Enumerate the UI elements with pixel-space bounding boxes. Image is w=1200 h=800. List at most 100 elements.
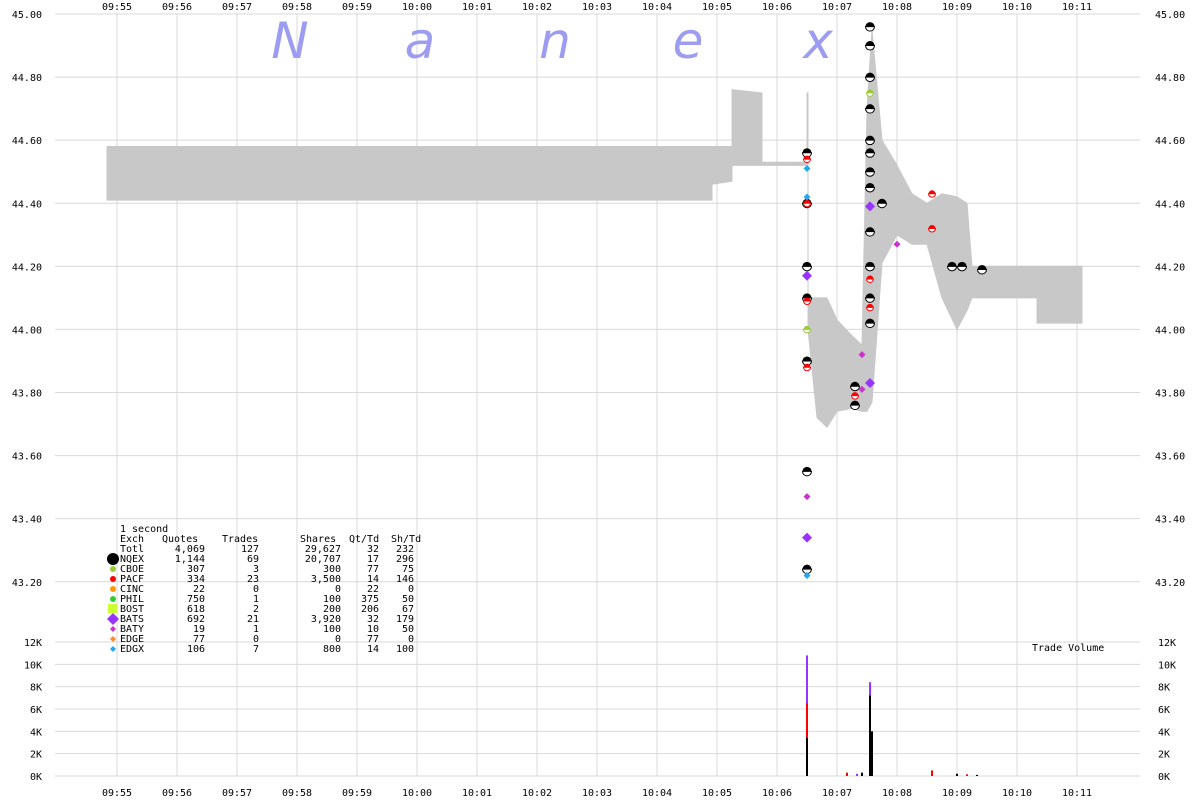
- price-tick-label-left: 44.60: [12, 136, 42, 147]
- price-tick-label-left: 44.40: [12, 199, 42, 210]
- table-sh-td: 50: [402, 594, 414, 605]
- table-trades: 3: [253, 564, 259, 575]
- table-exch: BATY: [120, 624, 144, 635]
- table-exch: CBOE: [120, 564, 144, 575]
- volume-tick-label-right: 12K: [1158, 638, 1176, 649]
- table-quotes: 334: [187, 574, 205, 585]
- nqex-point-half: [849, 404, 861, 411]
- x-tick-label-top: 10:09: [942, 2, 972, 13]
- table-qt-td: 32: [367, 544, 379, 555]
- x-tick-label-top: 09:56: [162, 2, 192, 13]
- table-sh-td: 0: [408, 634, 414, 645]
- table-exch: PHIL: [120, 594, 144, 605]
- volume-tick-label-right: 0K: [1158, 772, 1170, 783]
- price-tick-label-right: 44.20: [1155, 262, 1185, 273]
- price-tick-label-right: 44.80: [1155, 73, 1185, 84]
- nqex-point-half: [864, 322, 876, 329]
- legend-marker: [110, 576, 116, 582]
- table-quotes: 618: [187, 604, 205, 615]
- table-exch: CINC: [120, 584, 144, 595]
- cboe-point-half: [865, 92, 875, 97]
- grid: [55, 13, 1140, 777]
- bats-point: [865, 378, 875, 389]
- table-trades: 1: [253, 624, 259, 635]
- table-qt-td: 375: [361, 594, 379, 605]
- table-sh-td: 146: [396, 574, 414, 585]
- table-quotes: 19: [193, 624, 205, 635]
- x-tick-label-bottom: 10:05: [702, 788, 732, 799]
- table-sh-td: 50: [402, 624, 414, 635]
- x-tick-label-bottom: 10:09: [942, 788, 972, 799]
- table-quotes: 307: [187, 564, 205, 575]
- x-tick-label-bottom: 09:57: [222, 788, 252, 799]
- table-quotes: 22: [193, 584, 205, 595]
- legend-marker: [110, 626, 116, 632]
- nqex-point: [865, 148, 875, 153]
- price-tick-label-left: 43.40: [12, 515, 42, 526]
- legend-marker: [107, 553, 119, 565]
- nqex-point-half: [864, 265, 876, 272]
- nqex-point: [802, 293, 812, 298]
- table-interval: 1 second: [120, 524, 168, 535]
- table-header: Sh/Td: [391, 534, 421, 545]
- x-tick-label-top: 10:06: [762, 2, 792, 13]
- table-exch: PACF: [120, 574, 144, 585]
- nqex-point-half: [849, 385, 861, 392]
- nqex-point-half: [864, 152, 876, 158]
- nqex-point-half: [876, 202, 888, 209]
- price-tick-label-left: 44.20: [12, 262, 42, 273]
- table-shares: 3,920: [311, 614, 341, 625]
- table-shares: 3,500: [311, 574, 341, 585]
- cboe-point: [803, 325, 811, 330]
- pacf-point: [866, 275, 874, 279]
- nqex-point-half: [864, 297, 876, 303]
- table-quotes: 4,069: [175, 544, 205, 555]
- nqex-point: [865, 293, 875, 298]
- nqex-point: [947, 261, 957, 267]
- nqex-point: [865, 261, 875, 267]
- nqex-point-half: [946, 265, 958, 272]
- table-sh-td: 232: [396, 544, 414, 555]
- x-tick-label-top: 10:00: [402, 2, 432, 13]
- nqex-point-half: [864, 139, 876, 146]
- price-tick-label-left: 43.60: [12, 452, 42, 463]
- table-header: Shares: [300, 534, 336, 545]
- x-tick-label-bottom: 10:10: [1002, 788, 1032, 799]
- pacf-point-half: [850, 395, 860, 400]
- price-tick-label-right: 44.60: [1155, 136, 1185, 147]
- table-trades: 7: [253, 644, 259, 655]
- price-tick-label-right: 43.20: [1155, 578, 1185, 589]
- volume-tick-label-left: 8K: [30, 683, 42, 694]
- table-quotes: 750: [187, 594, 205, 605]
- volume-bars: [806, 655, 978, 776]
- nqex-point: [865, 104, 875, 109]
- x-tick-label-bottom: 09:58: [282, 788, 312, 799]
- x-tick-label-bottom: 10:08: [882, 788, 912, 799]
- x-tick-label-top: 10:01: [462, 2, 492, 13]
- volume-tick-label-left: 10K: [24, 660, 42, 671]
- x-tick-label-top: 10:08: [882, 2, 912, 13]
- table-header: Exch: [120, 534, 144, 545]
- nqex-point: [865, 22, 875, 27]
- table-shares: 0: [335, 584, 341, 595]
- nqex-point: [865, 135, 875, 141]
- nqex-point: [802, 466, 812, 472]
- baty-point: [893, 240, 901, 248]
- price-tick-label-right: 43.80: [1155, 389, 1185, 400]
- nqex-point-half: [864, 45, 876, 51]
- table-trades: 23: [247, 574, 259, 585]
- nqex-point: [865, 41, 875, 46]
- watermark-letter: a: [405, 12, 436, 70]
- volume-tick-label-right: 8K: [1158, 683, 1170, 694]
- x-tick-label-bottom: 09:59: [342, 788, 372, 799]
- price-tick-label-right: 43.60: [1155, 452, 1185, 463]
- edgx-point: [803, 165, 811, 173]
- pacf-point: [851, 392, 859, 396]
- table-trades: 0: [253, 634, 259, 645]
- axes: 09:55 09:55 09:56 09:56 09:57 09:57 09:58 09:58…: [12, 2, 1185, 799]
- quote-trade-points: [801, 22, 988, 579]
- volume-tick-label-right: 10K: [1158, 660, 1176, 671]
- nqex-point: [802, 148, 812, 153]
- baty-point: [858, 385, 866, 393]
